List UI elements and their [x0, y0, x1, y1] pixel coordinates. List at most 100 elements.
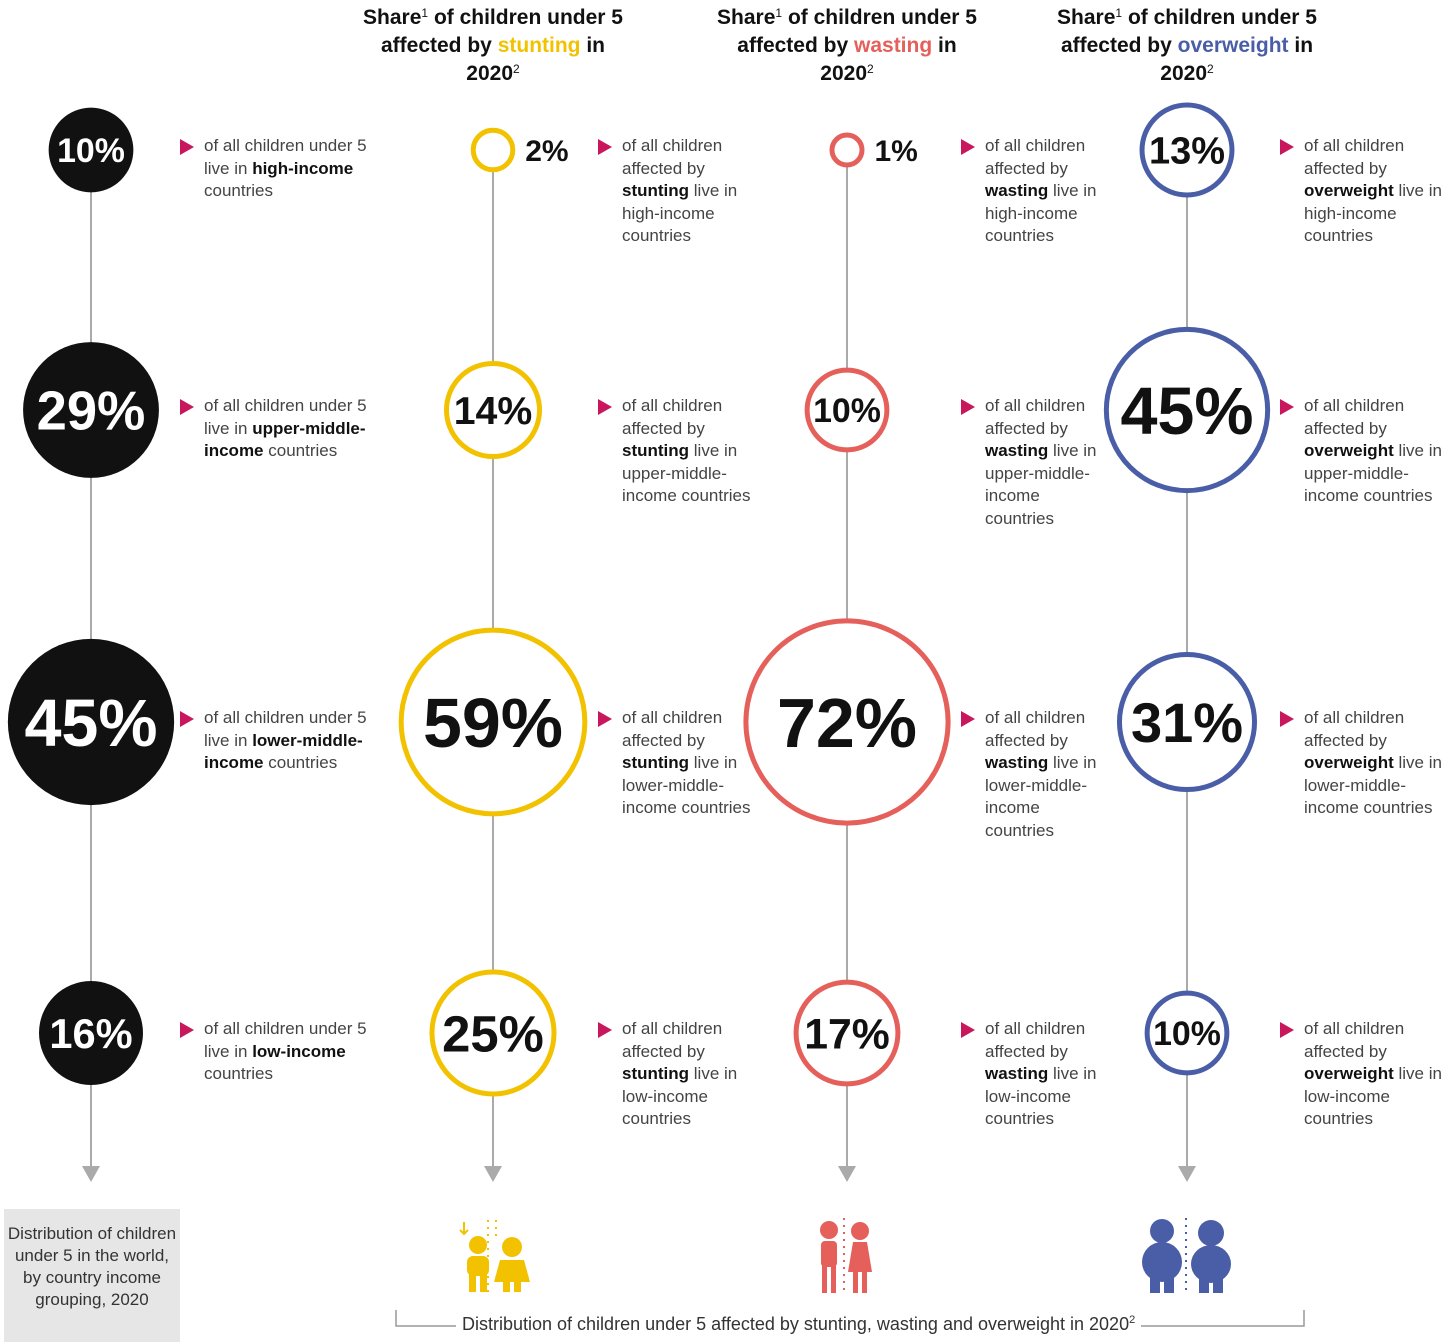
header-year: in 2020 — [466, 34, 606, 85]
desc-keyword: wasting — [985, 441, 1049, 460]
desc-keyword: low-income — [252, 1041, 346, 1061]
description: of all children under 5 live in lower-mi… — [204, 707, 389, 775]
header-note: 2 — [513, 62, 520, 76]
pointer — [1280, 399, 1294, 415]
description: of all children affected by stunting liv… — [622, 395, 757, 508]
desc-text: of all children affected by — [985, 136, 1086, 178]
description: of all children under 5 live in upper-mi… — [204, 395, 389, 463]
desc-text: countries — [268, 753, 338, 772]
bubble — [1144, 990, 1230, 1076]
pointer — [961, 399, 975, 415]
arrow-head — [838, 1166, 856, 1182]
description: of all children affected by wasting live… — [985, 707, 1100, 842]
column-header: Share1 of children under 5 affected by s… — [358, 4, 628, 88]
desc-text: of all children affected by — [1304, 1019, 1405, 1061]
pointer — [180, 1022, 194, 1038]
bubble-label: 10% — [1153, 1015, 1221, 1053]
pointer — [180, 139, 194, 155]
desc-text: countries — [268, 441, 338, 460]
desc-text: of all children under 5 live in — [204, 1019, 367, 1061]
bubble — [39, 981, 143, 1085]
pointer — [961, 139, 975, 155]
footer-bottom: Distribution of children under 5 affecte… — [456, 1314, 1142, 1335]
desc-text: live in lower-middle-income countries — [622, 753, 751, 817]
desc-keyword: stunting — [622, 753, 690, 772]
desc-text: of all children affected by — [985, 708, 1086, 750]
bubble — [743, 618, 951, 826]
header-text: of children under 5 affected by — [380, 6, 623, 57]
desc-text: of all children affected by — [1304, 708, 1405, 750]
bubble — [470, 127, 516, 173]
pointer — [961, 1022, 975, 1038]
header-text: of children under 5 affected by — [737, 6, 977, 57]
icon-wasting — [820, 1218, 872, 1293]
desc-text: of all children affected by — [622, 396, 723, 438]
desc-text: live in high-income countries — [622, 181, 738, 245]
desc-text: live in upper-middle-income countries — [622, 441, 751, 505]
column-header: Share1 of children under 5 affected by w… — [712, 4, 982, 88]
desc-keyword: high-income — [252, 158, 354, 178]
desc-text: of all children under 5 live in — [204, 708, 367, 750]
bubble-label: 25% — [442, 1005, 544, 1062]
desc-keyword: overweight — [1304, 441, 1394, 460]
description: of all children under 5 live in low-inco… — [204, 1018, 389, 1086]
header-keyword: stunting — [497, 34, 581, 57]
bubble — [1139, 102, 1235, 198]
arrow-head — [82, 1166, 100, 1182]
pointer — [1280, 1022, 1294, 1038]
pointer — [598, 139, 612, 155]
bubble-label: 72% — [777, 684, 917, 762]
desc-text: live in upper-middle-income countries — [1304, 441, 1442, 505]
bubble — [7, 638, 175, 806]
desc-keyword: lower-middle-income — [204, 730, 363, 773]
footer-left: Distribution of children under 5 in the … — [4, 1209, 180, 1342]
header-note: 2 — [867, 62, 874, 76]
desc-keyword: wasting — [985, 753, 1049, 772]
bubble — [804, 367, 890, 453]
desc-text: of all children affected by — [985, 1019, 1086, 1061]
bubble-label: 45% — [1120, 375, 1253, 449]
pointer — [598, 711, 612, 727]
desc-text: of all children affected by — [622, 1019, 723, 1061]
header-text: of children under 5 affected by — [1060, 6, 1317, 57]
desc-text: of all children under 5 live in — [204, 136, 367, 178]
desc-text: live in lower-middle-income countries — [985, 753, 1097, 840]
bubble-label: 31% — [1131, 691, 1243, 754]
header-keyword: wasting — [854, 34, 933, 57]
footer-text: Distribution of children under 5 affecte… — [462, 1314, 1130, 1334]
pointer — [598, 1022, 612, 1038]
desc-keyword: overweight — [1304, 753, 1394, 772]
desc-text: live in lower-middle-income countries — [1304, 753, 1442, 817]
description: of all children affected by wasting live… — [985, 135, 1100, 248]
desc-text: live in low-income countries — [1304, 1064, 1442, 1128]
description: of all children affected by wasting live… — [985, 395, 1100, 530]
bubble — [48, 107, 134, 193]
column-header: Share1 of children under 5 affected by o… — [1052, 4, 1322, 88]
desc-keyword: stunting — [622, 441, 690, 460]
description: of all children affected by stunting liv… — [622, 135, 757, 248]
bubble-label: 10% — [813, 392, 881, 430]
bubble — [793, 979, 901, 1087]
arrow-head — [484, 1166, 502, 1182]
icon-overweight — [1142, 1218, 1231, 1293]
header-note: 1 — [1115, 6, 1123, 20]
desc-text: live in low-income countries — [622, 1064, 738, 1128]
bubble-label: 10% — [57, 132, 125, 170]
desc-text: of all children under 5 live in — [204, 396, 367, 438]
header-year: in 2020 — [1160, 34, 1314, 85]
description: of all children affected by overweight l… — [1304, 707, 1444, 820]
description: of all children under 5 live in high-inc… — [204, 135, 389, 203]
desc-keyword: overweight — [1304, 1064, 1394, 1083]
bubble-label: 13% — [1149, 131, 1225, 173]
bubble — [23, 342, 159, 478]
bubble-label: 2% — [525, 135, 568, 168]
header-note: 1 — [421, 6, 429, 20]
desc-text: of all children affected by — [985, 396, 1086, 438]
description: of all children affected by overweight l… — [1304, 1018, 1444, 1131]
description: of all children affected by stunting liv… — [622, 707, 757, 820]
bubble — [398, 627, 588, 817]
desc-keyword: upper-middle-income — [204, 418, 366, 461]
pointer — [1280, 139, 1294, 155]
bubble — [829, 132, 865, 168]
